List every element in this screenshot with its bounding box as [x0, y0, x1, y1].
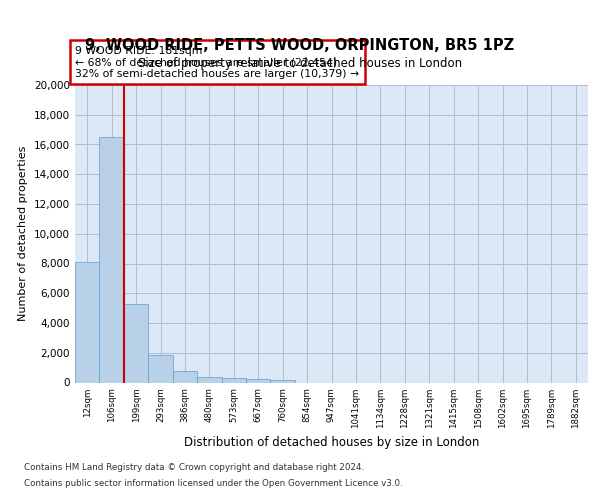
Bar: [124, 304, 148, 382]
Text: Contains public sector information licensed under the Open Government Licence v3: Contains public sector information licen…: [24, 478, 403, 488]
Y-axis label: Number of detached properties: Number of detached properties: [19, 146, 28, 322]
Bar: [197, 377, 221, 382]
X-axis label: Distribution of detached houses by size in London: Distribution of detached houses by size …: [184, 436, 479, 449]
Text: Size of property relative to detached houses in London: Size of property relative to detached ho…: [138, 57, 462, 70]
Bar: [246, 379, 271, 382]
Text: 9, WOOD RIDE, PETTS WOOD, ORPINGTON, BR5 1PZ: 9, WOOD RIDE, PETTS WOOD, ORPINGTON, BR5…: [85, 38, 515, 52]
Bar: [221, 378, 246, 382]
Bar: [173, 372, 197, 382]
Text: 9 WOOD RIDE: 181sqm
← 68% of detached houses are smaller (22,454)
32% of semi-de: 9 WOOD RIDE: 181sqm ← 68% of detached ho…: [75, 46, 359, 79]
Bar: [100, 137, 124, 382]
Bar: [271, 380, 295, 382]
Text: Contains HM Land Registry data © Crown copyright and database right 2024.: Contains HM Land Registry data © Crown c…: [24, 464, 364, 472]
Bar: [75, 262, 100, 382]
Bar: [148, 355, 173, 382]
